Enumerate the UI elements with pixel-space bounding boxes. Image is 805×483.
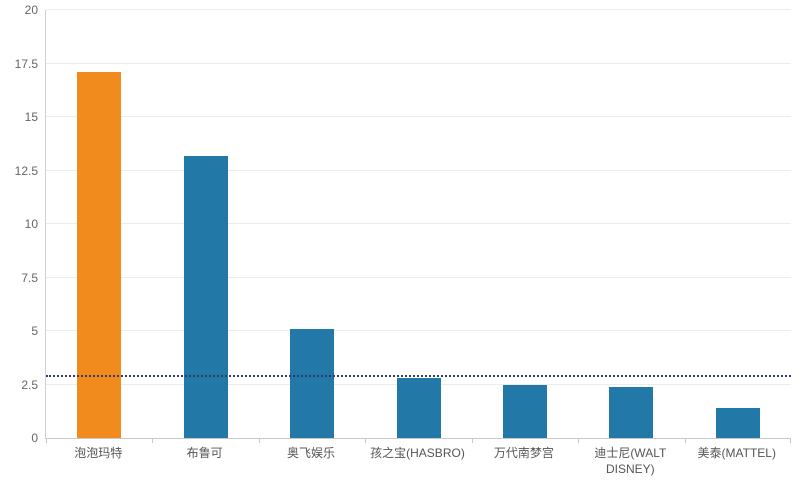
bar (290, 328, 335, 438)
x-axis-tick (365, 438, 366, 443)
y-tick-label: 2.5 (21, 377, 38, 392)
category-label: 美泰(MATTEL) (697, 446, 776, 460)
y-tick-label: 17.5 (14, 56, 38, 71)
category-label: 万代南梦宫 (493, 446, 554, 460)
x-axis-tick (152, 438, 153, 443)
bar (502, 384, 547, 438)
x-axis-labels: 泡泡玛特 布鲁可 奥飞娱乐 孩之宝(HASBRO) 万代南梦宫 迪士尼(WALT DISN… (45, 445, 790, 477)
reference-line (46, 375, 791, 378)
bar (609, 386, 654, 438)
x-axis-tick (685, 438, 686, 443)
gridline (46, 276, 791, 278)
x-axis-tick (46, 438, 47, 443)
gridline (46, 223, 791, 224)
x-axis-tick (472, 438, 473, 443)
x-axis-tick (259, 438, 260, 443)
category-label: 布鲁可 (186, 446, 223, 460)
plot-area (45, 9, 791, 443)
y-axis: 0 2.5 5 7.5 10 12.5 15 17.5 20 (0, 0, 38, 483)
category-label: 泡泡玛特 (74, 446, 123, 460)
y-tick-label: 20 (24, 3, 38, 17)
bar (396, 378, 441, 438)
category-label: 孩之宝(HASBRO) (370, 446, 465, 460)
gridline (46, 116, 791, 117)
y-tick-label: 5 (31, 324, 38, 338)
bar (715, 408, 760, 438)
bar (183, 155, 228, 438)
y-tick-label: 12.5 (14, 163, 38, 178)
x-axis-tick (790, 438, 791, 443)
y-tick-label: 10 (24, 217, 38, 231)
y-tick-label: 0 (31, 431, 38, 445)
y-tick-label: 15 (24, 110, 38, 124)
gridline (46, 330, 791, 331)
gridline (46, 9, 791, 10)
category-label: 奥飞娱乐 (287, 446, 336, 460)
category-label: 迪士尼(WALT DISNEY) (594, 446, 667, 477)
y-tick-label: 7.5 (21, 270, 38, 285)
gridline (46, 169, 791, 171)
gridline (46, 62, 791, 64)
x-axis-tick (578, 438, 579, 443)
bar (77, 72, 122, 438)
